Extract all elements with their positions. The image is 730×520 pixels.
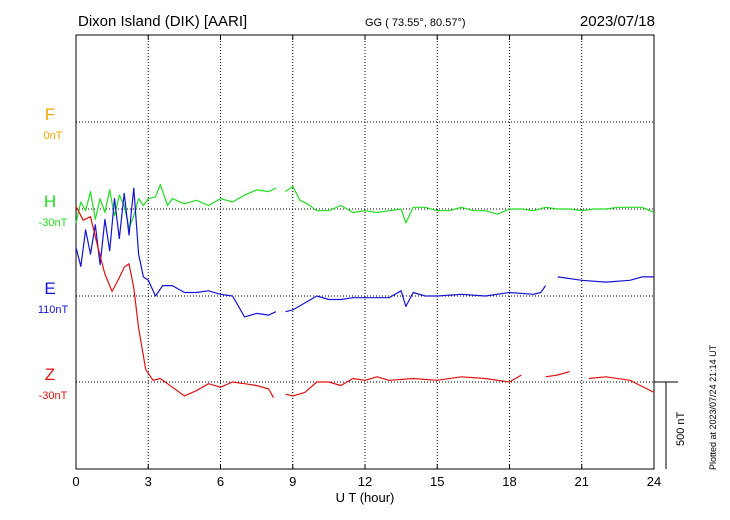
- scale-bar: 500 nT: [654, 381, 687, 469]
- station-title: Dixon Island (DIK) [AARI]: [78, 13, 247, 30]
- x-tick-label: 6: [217, 474, 224, 489]
- series-line-h: [75, 184, 655, 229]
- channel-offset-h: -30nT: [39, 217, 68, 229]
- plotted-at-note: Plotted at 2023/07/24 21:14 UT: [708, 344, 718, 470]
- x-tick-label: 3: [145, 474, 152, 489]
- scale-bar-label: 500 nT: [675, 411, 687, 446]
- channel-offset-z: -30nT: [39, 390, 68, 402]
- series-layer: [75, 184, 655, 398]
- x-tick-label: 12: [358, 474, 372, 489]
- series-line-e: [75, 187, 654, 318]
- x-tick-label: 24: [647, 474, 661, 489]
- x-tick-label: 0: [72, 474, 79, 489]
- channel-name-h: H: [44, 192, 56, 211]
- x-tick-label: 9: [289, 474, 296, 489]
- grid: [76, 35, 654, 469]
- x-axis: 0 3 6 9 12 15 18 21 24: [72, 35, 661, 489]
- channel-name-f: F: [45, 105, 55, 124]
- series-line-z: [75, 206, 655, 398]
- x-tick-label: 21: [575, 474, 589, 489]
- channel-name-z: Z: [45, 365, 55, 384]
- plot-date: 2023/07/18: [580, 13, 655, 30]
- x-tick-label: 18: [502, 474, 516, 489]
- channel-labels: F 0nT H -30nT E 110nT Z -30nT: [38, 105, 69, 402]
- channel-offset-f: 0nT: [44, 130, 63, 142]
- x-tick-label: 15: [430, 474, 444, 489]
- channel-name-e: E: [44, 279, 55, 298]
- channel-offset-e: 110nT: [38, 304, 69, 316]
- x-axis-label: U T (hour): [336, 490, 395, 505]
- geo-coordinates: GG ( 73.55°, 80.57°): [365, 17, 466, 29]
